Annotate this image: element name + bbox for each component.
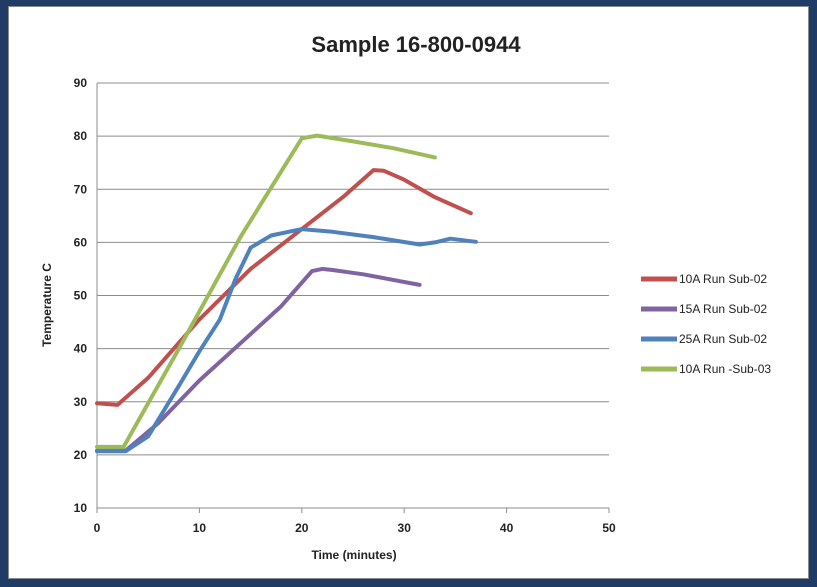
y-tick-label: 50 — [74, 289, 88, 303]
series-line-4 — [95, 133, 437, 449]
chart-title: Sample 16-800-0944 — [311, 32, 521, 57]
y-axis-label: Temperature C — [40, 263, 54, 347]
y-tick-label: 70 — [74, 182, 88, 196]
legend-label: 10A Run Sub-02 — [679, 272, 767, 286]
x-axis-label: Time (minutes) — [311, 548, 396, 562]
y-tick-label: 60 — [74, 235, 88, 249]
gridlines — [97, 82, 609, 509]
x-tick-label: 50 — [602, 521, 616, 535]
y-axis-ticks: 10 20 30 40 50 60 70 80 90 — [74, 76, 88, 515]
series-line-1 — [95, 168, 473, 407]
axes — [96, 83, 609, 509]
x-tick-label: 40 — [500, 521, 514, 535]
x-tick-label: 20 — [295, 521, 309, 535]
series-line-2 — [95, 266, 422, 453]
legend-label: 25A Run Sub-02 — [679, 332, 767, 346]
legend-label: 10A Run -Sub-03 — [679, 362, 771, 376]
y-tick-label: 20 — [74, 448, 88, 462]
x-tick-label: 30 — [398, 521, 412, 535]
x-tick-label: 0 — [94, 521, 101, 535]
series-line-3 — [95, 227, 478, 454]
series-lines — [95, 133, 478, 454]
y-tick-label: 10 — [74, 501, 88, 515]
x-axis-ticks: 0 10 20 30 40 50 — [94, 508, 616, 535]
y-tick-label: 30 — [74, 395, 88, 409]
y-tick-label: 40 — [74, 342, 88, 356]
legend-label: 15A Run Sub-02 — [679, 302, 767, 316]
y-tick-label: 80 — [74, 129, 88, 143]
x-tick-label: 10 — [193, 521, 207, 535]
legend: 10A Run Sub-02 15A Run Sub-02 25A Run Sub-… — [641, 272, 771, 376]
y-tick-label: 90 — [74, 76, 88, 90]
